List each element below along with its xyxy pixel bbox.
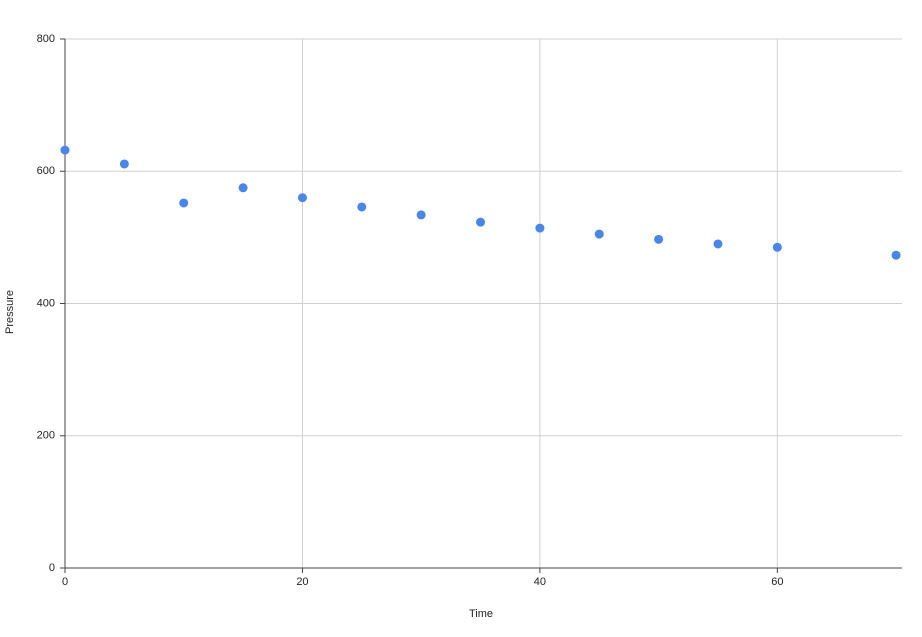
point xyxy=(357,202,367,212)
point xyxy=(535,223,545,233)
y-axis-label: Pressure xyxy=(4,290,16,334)
y-tick-label: 0 xyxy=(49,562,55,574)
y-tick-label: 200 xyxy=(37,430,55,442)
point xyxy=(594,229,604,239)
y-tick-label: 400 xyxy=(37,297,55,309)
point xyxy=(179,198,189,208)
point xyxy=(297,193,307,203)
x-tick-label: 60 xyxy=(771,576,783,588)
point xyxy=(654,234,664,244)
x-tick-label: 0 xyxy=(62,576,68,588)
point xyxy=(238,183,248,193)
point xyxy=(772,242,782,252)
point xyxy=(119,159,129,169)
y-tick-label: 800 xyxy=(37,33,55,45)
y-tick-label: 600 xyxy=(37,165,55,177)
point xyxy=(416,210,426,220)
x-axis-label: Time xyxy=(469,608,493,620)
point xyxy=(713,239,723,249)
point xyxy=(891,250,901,260)
point xyxy=(476,217,486,227)
x-tick-label: 40 xyxy=(534,576,546,588)
x-tick-label: 20 xyxy=(296,576,308,588)
point xyxy=(60,145,70,155)
